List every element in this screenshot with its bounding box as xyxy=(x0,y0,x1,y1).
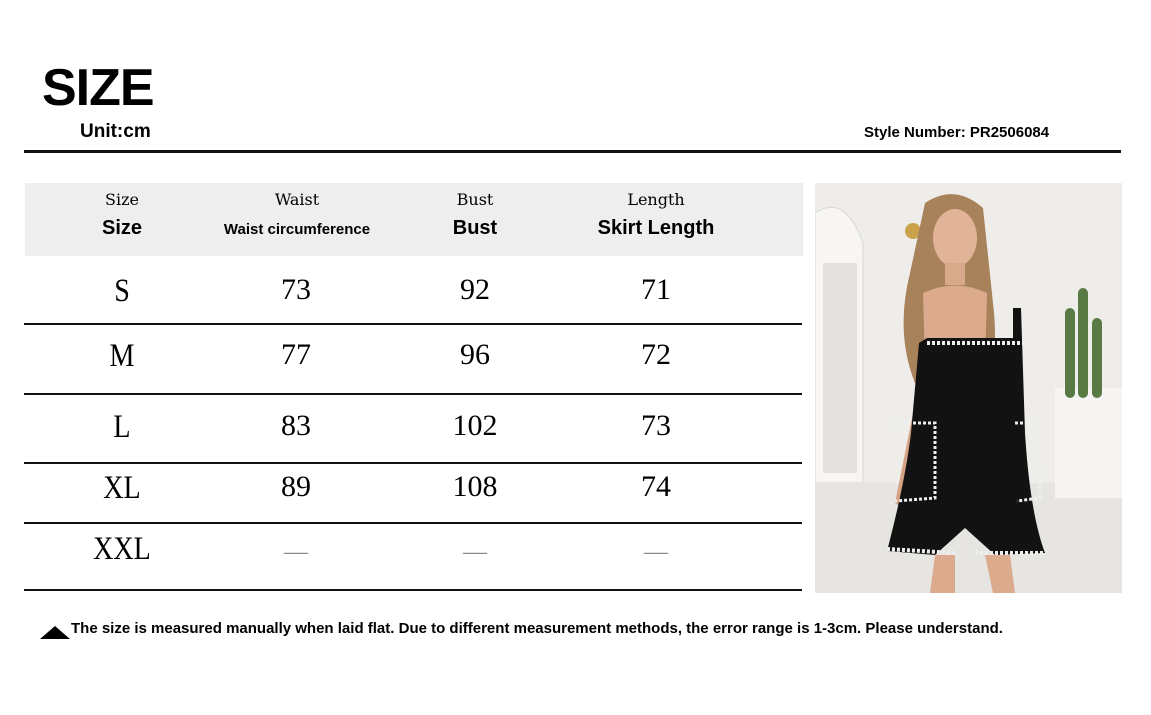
page-title: SIZE xyxy=(42,59,155,117)
waist-cell: 73 xyxy=(281,273,311,306)
header-length-sublabel: Skirt Length xyxy=(597,217,715,239)
size-cell: XXL xyxy=(93,531,151,567)
length-cell: 73 xyxy=(641,409,671,442)
table-header: Size Size Waist Waist circumference Bust… xyxy=(25,183,803,256)
row-divider xyxy=(24,462,802,464)
style-number: Style Number: PR2506084 xyxy=(864,124,1050,141)
header-length-label: Length xyxy=(627,190,685,209)
length-cell: __ xyxy=(644,531,668,557)
bust-cell: 96 xyxy=(460,338,490,371)
waist-cell: 89 xyxy=(281,470,311,503)
size-cell: XL xyxy=(103,470,141,506)
row-divider xyxy=(24,522,802,524)
row-divider xyxy=(24,323,802,325)
header-size-sublabel: Size xyxy=(101,217,143,239)
bust-cell: __ xyxy=(463,531,487,557)
measurement-note: The size is measured manually when laid … xyxy=(71,620,1003,637)
product-photo xyxy=(815,183,1122,593)
size-cell: M xyxy=(109,338,135,374)
row-divider xyxy=(24,393,802,395)
bust-cell: 108 xyxy=(452,470,498,503)
size-cell: S xyxy=(114,273,130,309)
header-waist-sublabel: Waist circumference xyxy=(223,221,371,238)
size-cell: L xyxy=(113,409,131,445)
waist-cell: 77 xyxy=(281,338,311,371)
waist-cell: __ xyxy=(284,531,308,557)
header-bust-label: Bust xyxy=(456,190,494,209)
length-cell: 71 xyxy=(641,273,671,306)
bust-cell: 92 xyxy=(460,273,490,306)
length-cell: 74 xyxy=(641,470,671,503)
model-in-black-romper-image xyxy=(815,183,1122,593)
header-size-label: Size xyxy=(105,190,139,209)
row-divider xyxy=(24,589,802,591)
bust-cell: 102 xyxy=(452,409,498,442)
unit-label: Unit:cm xyxy=(80,121,151,142)
length-cell: 72 xyxy=(641,338,671,371)
header-bust-sublabel: Bust xyxy=(452,217,498,239)
waist-cell: 83 xyxy=(281,409,311,442)
triangle-up-icon xyxy=(40,626,70,639)
header-waist-label: Waist xyxy=(274,190,320,209)
divider xyxy=(24,150,1121,153)
